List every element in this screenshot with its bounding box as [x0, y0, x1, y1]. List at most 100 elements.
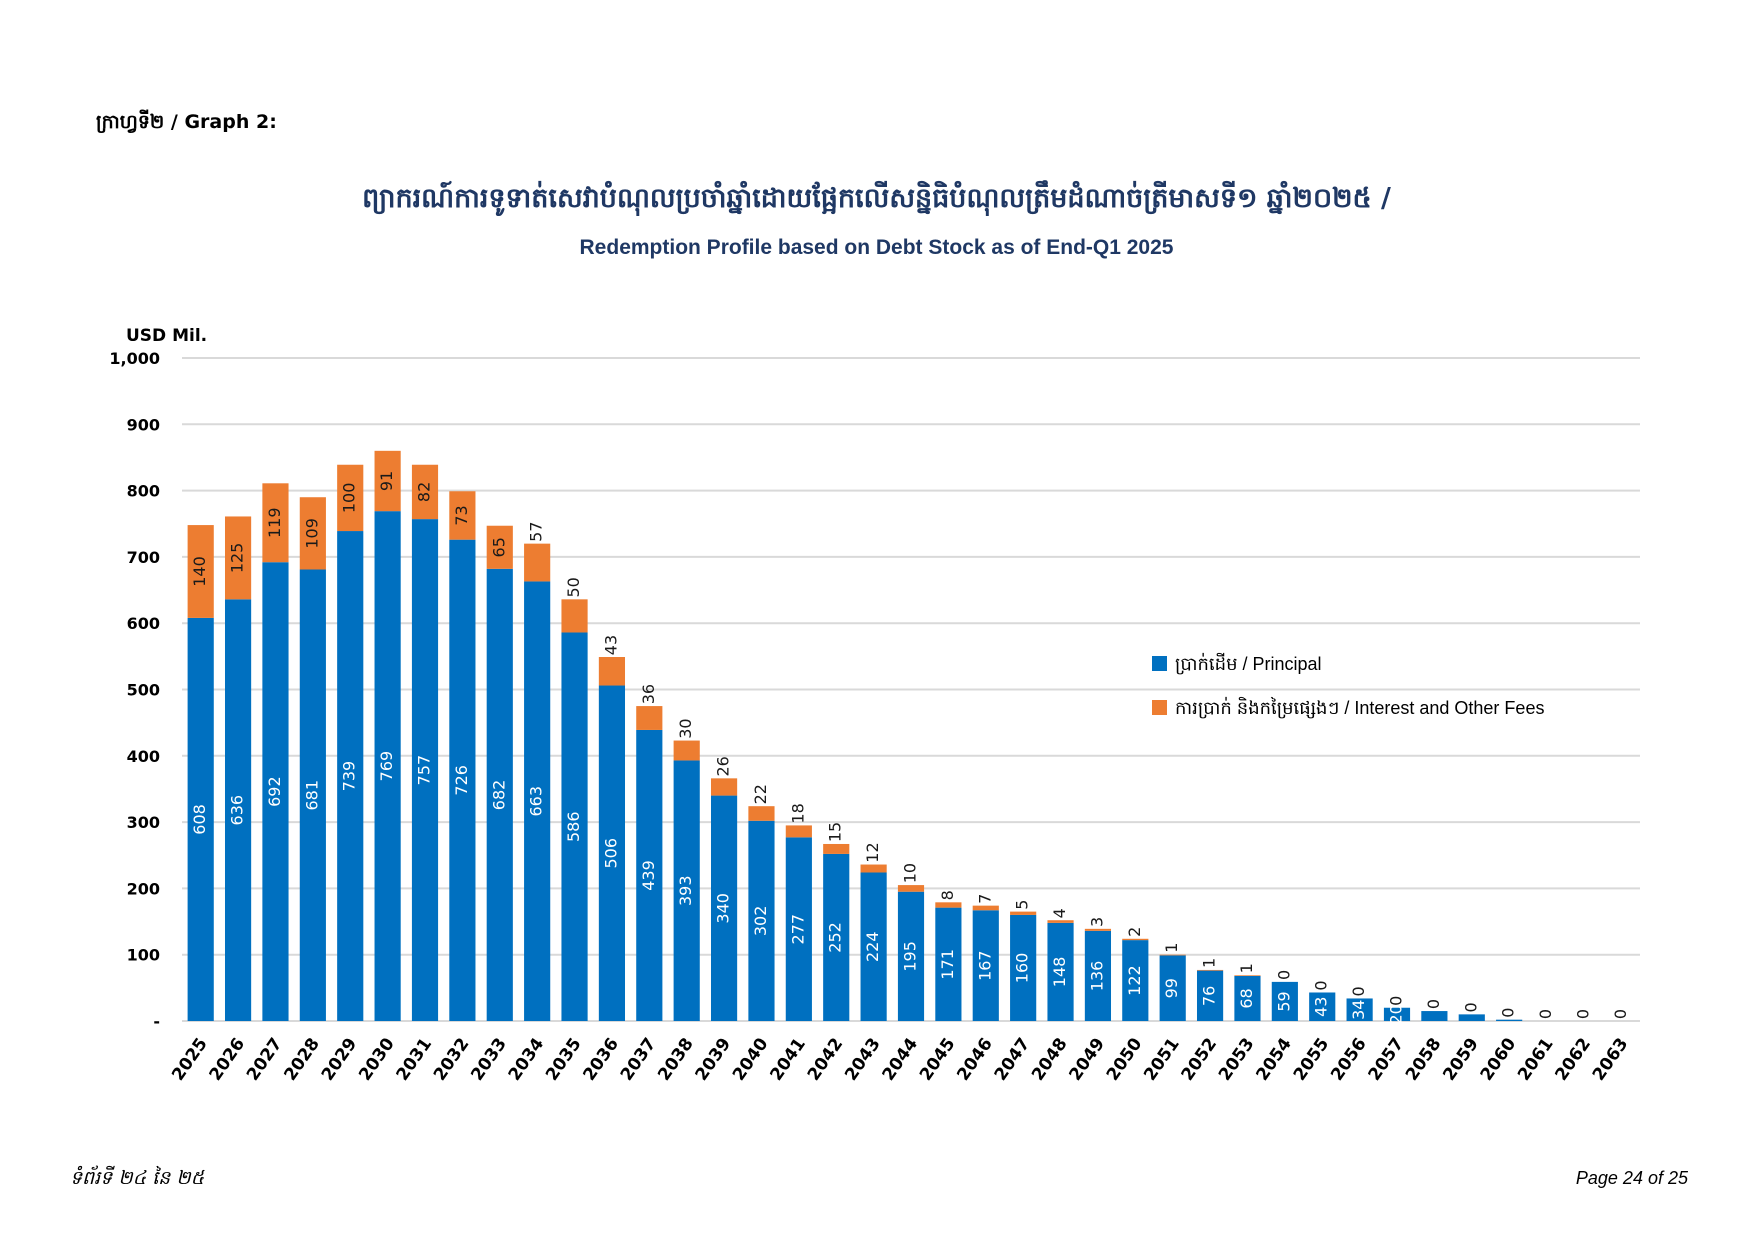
bar-interest — [785, 825, 812, 838]
data-label-principal: 160 — [1013, 953, 1032, 984]
legend-label-interest: ការប្រាក់ និងកម្រៃផ្សេងៗ / Interest and … — [1175, 696, 1544, 719]
data-label-principal: 34 — [1349, 1000, 1368, 1020]
data-label-principal: 739 — [340, 761, 359, 792]
data-label-principal: 195 — [901, 941, 920, 972]
x-tick-label: 2028 — [280, 1034, 324, 1084]
bar-principal — [1196, 970, 1224, 1021]
bar-principal — [224, 599, 252, 1021]
bar-interest — [486, 525, 513, 569]
bar-principal — [1383, 1007, 1411, 1021]
bar-principal — [1159, 955, 1186, 1021]
bar-principal — [1496, 1019, 1523, 1021]
x-tick-label: 2036 — [579, 1034, 623, 1084]
bar-principal — [486, 568, 513, 1021]
x-tick-label: 2038 — [654, 1034, 698, 1084]
x-tick-label: 2055 — [1290, 1034, 1334, 1084]
x-tick-label: 2034 — [505, 1034, 549, 1084]
bar-principal — [561, 632, 588, 1021]
y-tick-label: 700 — [127, 548, 160, 567]
bar-interest — [374, 450, 401, 512]
bar-principal — [860, 872, 887, 1021]
data-label-interest: 1 — [1200, 958, 1219, 968]
data-label-principal: 302 — [751, 906, 770, 937]
data-label-interest: 57 — [527, 521, 546, 541]
data-label-interest: 3 — [1087, 917, 1106, 927]
bar-principal — [1309, 992, 1336, 1021]
x-tick-label: 2026 — [206, 1034, 250, 1084]
footer-page-number: Page 24 of 25 — [1575, 1168, 1688, 1188]
data-label-interest: 0 — [1312, 980, 1331, 990]
data-label-principal: 277 — [788, 914, 807, 945]
bar-principal — [524, 581, 551, 1021]
x-tick-label: 2039 — [692, 1034, 736, 1084]
y-tick-label: 800 — [127, 482, 160, 501]
data-label-interest: 5 — [1013, 900, 1032, 910]
x-tick-label: 2030 — [355, 1034, 399, 1084]
data-label-interest: 0 — [1387, 996, 1406, 1006]
bar-interest — [935, 902, 962, 908]
x-tick-label: 2060 — [1477, 1034, 1521, 1084]
bar-principal — [1084, 930, 1112, 1021]
data-label-interest: 65 — [489, 537, 508, 557]
bar-interest — [972, 905, 999, 911]
data-label-principal: 43 — [1312, 997, 1331, 1017]
bar-principal — [710, 795, 738, 1021]
y-tick-label: - — [153, 1012, 160, 1031]
bar-interest — [860, 864, 887, 873]
y-tick-label: 500 — [127, 681, 160, 700]
bar-interest — [1159, 954, 1186, 956]
y-axis-label: USD Mil. — [126, 326, 207, 346]
y-tick-label: 300 — [127, 813, 160, 832]
bar-principal — [187, 617, 214, 1021]
data-label-principal: 608 — [190, 804, 209, 835]
x-tick-label: 2025 — [168, 1034, 212, 1084]
x-tick-label: 2061 — [1514, 1034, 1558, 1084]
bar-interest — [636, 706, 663, 730]
data-label-interest: 8 — [938, 890, 957, 900]
legend-swatch-interest — [1152, 700, 1167, 715]
bar-interest — [897, 885, 925, 892]
bar-interest — [1234, 975, 1261, 976]
data-label-principal: 167 — [975, 950, 994, 981]
data-label-interest: 1 — [1162, 943, 1181, 953]
bar-interest — [748, 806, 775, 821]
bar-principal — [636, 729, 663, 1021]
x-tick-label: 2051 — [1140, 1034, 1184, 1084]
data-label-principal: 224 — [863, 931, 882, 962]
data-label-principal: 148 — [1050, 957, 1069, 988]
bar-principal — [823, 853, 850, 1021]
data-label-interest: 0 — [1424, 999, 1443, 1009]
x-tick-label: 2045 — [916, 1034, 960, 1084]
x-tick-label: 2044 — [879, 1034, 923, 1084]
bar-principal — [374, 511, 401, 1021]
data-label-interest: 119 — [265, 507, 284, 538]
data-label-interest: 26 — [714, 756, 733, 776]
data-label-interest: 125 — [228, 543, 247, 574]
x-tick-label: 2042 — [804, 1034, 848, 1084]
data-label-principal: 586 — [564, 811, 583, 842]
bar-interest — [823, 843, 850, 854]
x-tick-label: 2054 — [1252, 1034, 1296, 1084]
x-tick-label: 2048 — [1028, 1034, 1072, 1084]
bar-principal — [673, 760, 700, 1021]
data-label-interest: 0 — [1274, 970, 1293, 980]
data-label-interest: 22 — [751, 784, 770, 804]
x-tick-label: 2062 — [1551, 1034, 1595, 1084]
data-label-interest: 12 — [863, 842, 882, 862]
data-label-interest: 109 — [302, 518, 321, 549]
legend-swatch-principal — [1152, 656, 1167, 671]
bar-interest — [561, 599, 588, 633]
bar-interest — [411, 464, 439, 520]
data-label-interest: 73 — [452, 505, 471, 525]
bar-interest — [337, 464, 364, 532]
bar-interest — [524, 543, 551, 582]
data-label-interest: 0 — [1461, 1002, 1480, 1012]
bar-principal — [1346, 998, 1373, 1021]
bar-interest — [598, 657, 626, 686]
data-label-interest: 2 — [1125, 927, 1144, 937]
x-tick-label: 2057 — [1365, 1034, 1409, 1084]
x-tick-label: 2052 — [1178, 1034, 1222, 1084]
bar-principal — [411, 519, 439, 1021]
x-tick-label: 2027 — [243, 1034, 287, 1084]
